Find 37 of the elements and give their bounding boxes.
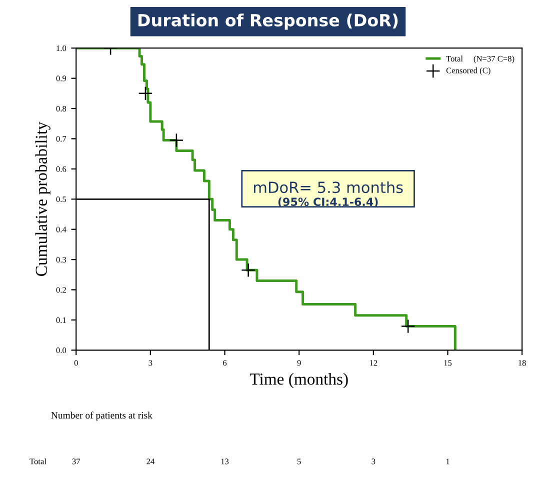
y-tick-label: 0.5 [56, 196, 66, 202]
point [241, 262, 256, 278]
text: Number of patients at risk [51, 412, 152, 421]
y-tick-label: 0.6 [56, 166, 66, 172]
text: 24 [146, 458, 154, 464]
chart-title: Duration of Response (DoR) [138, 14, 398, 30]
x-tick-label: 9 [297, 360, 301, 366]
x-tick-label: 12 [370, 360, 378, 366]
x-axis-title: Time (months) [250, 373, 348, 388]
annotation: mDoR= 5.3 months [254, 181, 403, 194]
y-tick-label: 0.8 [56, 106, 66, 112]
y-axis-title: Cumulative probability [35, 122, 50, 276]
x-tick-label: 0 [74, 360, 78, 366]
text: 3 [372, 458, 376, 464]
text: Total [30, 458, 46, 464]
y-tick-label: 0.0 [56, 348, 66, 354]
x-tick-label: 18 [518, 360, 526, 366]
y-tick-label: 0.4 [56, 226, 66, 232]
annotation: (95% CI:4.1-6.4) [278, 197, 378, 208]
y-tick-label: 0.7 [56, 136, 66, 142]
y-tick-label: 1.0 [56, 45, 66, 52]
text: 1 [446, 458, 450, 464]
point [169, 133, 184, 148]
text: 5 [297, 458, 301, 464]
x-tick-label: 15 [444, 360, 452, 366]
y-tick-label: 0.2 [56, 287, 66, 293]
legend-label: Total (N=37 C=8) [446, 56, 514, 64]
y-tick-label: 0.1 [56, 317, 66, 323]
x-tick-label: 6 [223, 360, 227, 366]
y-tick-label: 0.3 [56, 256, 66, 263]
point [400, 319, 416, 334]
point [138, 86, 153, 101]
y-tick-label: 0.9 [56, 76, 66, 82]
text: 13 [221, 458, 229, 464]
x-tick-label: 3 [148, 360, 152, 366]
legend-label: Censored (C) [446, 67, 490, 75]
text: 37 [72, 458, 80, 464]
